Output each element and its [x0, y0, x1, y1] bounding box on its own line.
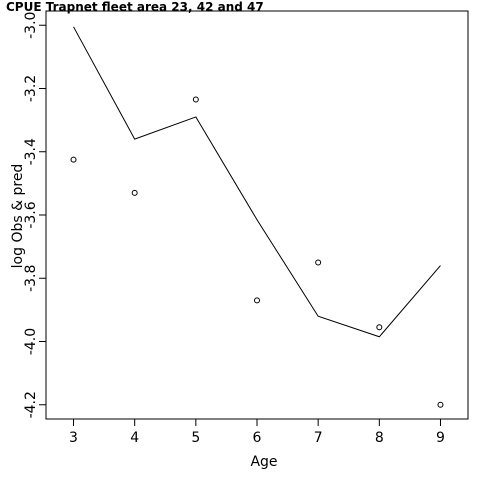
- y-tick-label: -3.2: [23, 75, 39, 102]
- pred-line: [73, 26, 441, 338]
- x-axis-title: Age: [250, 454, 277, 470]
- obs-point: [254, 297, 260, 304]
- x-tick-label: 4: [130, 430, 139, 446]
- x-tick-label: 8: [375, 430, 384, 446]
- obs-point: [437, 401, 444, 408]
- y-tick-label: -3.8: [23, 265, 39, 292]
- obs-point: [315, 259, 322, 266]
- plot-frame: [45, 10, 469, 420]
- obs-point: [70, 156, 77, 163]
- y-tick-label: -4.0: [23, 328, 39, 355]
- series-layer: [70, 26, 444, 408]
- y-tick-label: -4.2: [23, 391, 39, 418]
- y-tick-label: -3.4: [23, 138, 39, 165]
- x-tick-label: 7: [314, 430, 323, 446]
- chart-title: CPUE Trapnet fleet area 23, 42 and 47: [6, 0, 264, 14]
- obs-point: [192, 96, 199, 103]
- y-axis: -3.0 -3.2 -3.4 -3.6 -3.8 -4.0 -4.2: [23, 12, 46, 418]
- obs-point: [376, 324, 383, 331]
- x-tick-label: 6: [253, 430, 262, 446]
- x-tick-label: 5: [191, 430, 200, 446]
- x-axis: 3 4 5 6 7 8 9: [69, 419, 445, 446]
- x-tick-label: 3: [69, 430, 78, 446]
- y-axis-title: log Obs & pred: [10, 164, 26, 269]
- x-tick-label: 9: [436, 430, 445, 446]
- obs-point: [131, 189, 138, 196]
- y-tick-label: -3.0: [23, 12, 39, 39]
- y-tick-label: -3.6: [23, 201, 39, 228]
